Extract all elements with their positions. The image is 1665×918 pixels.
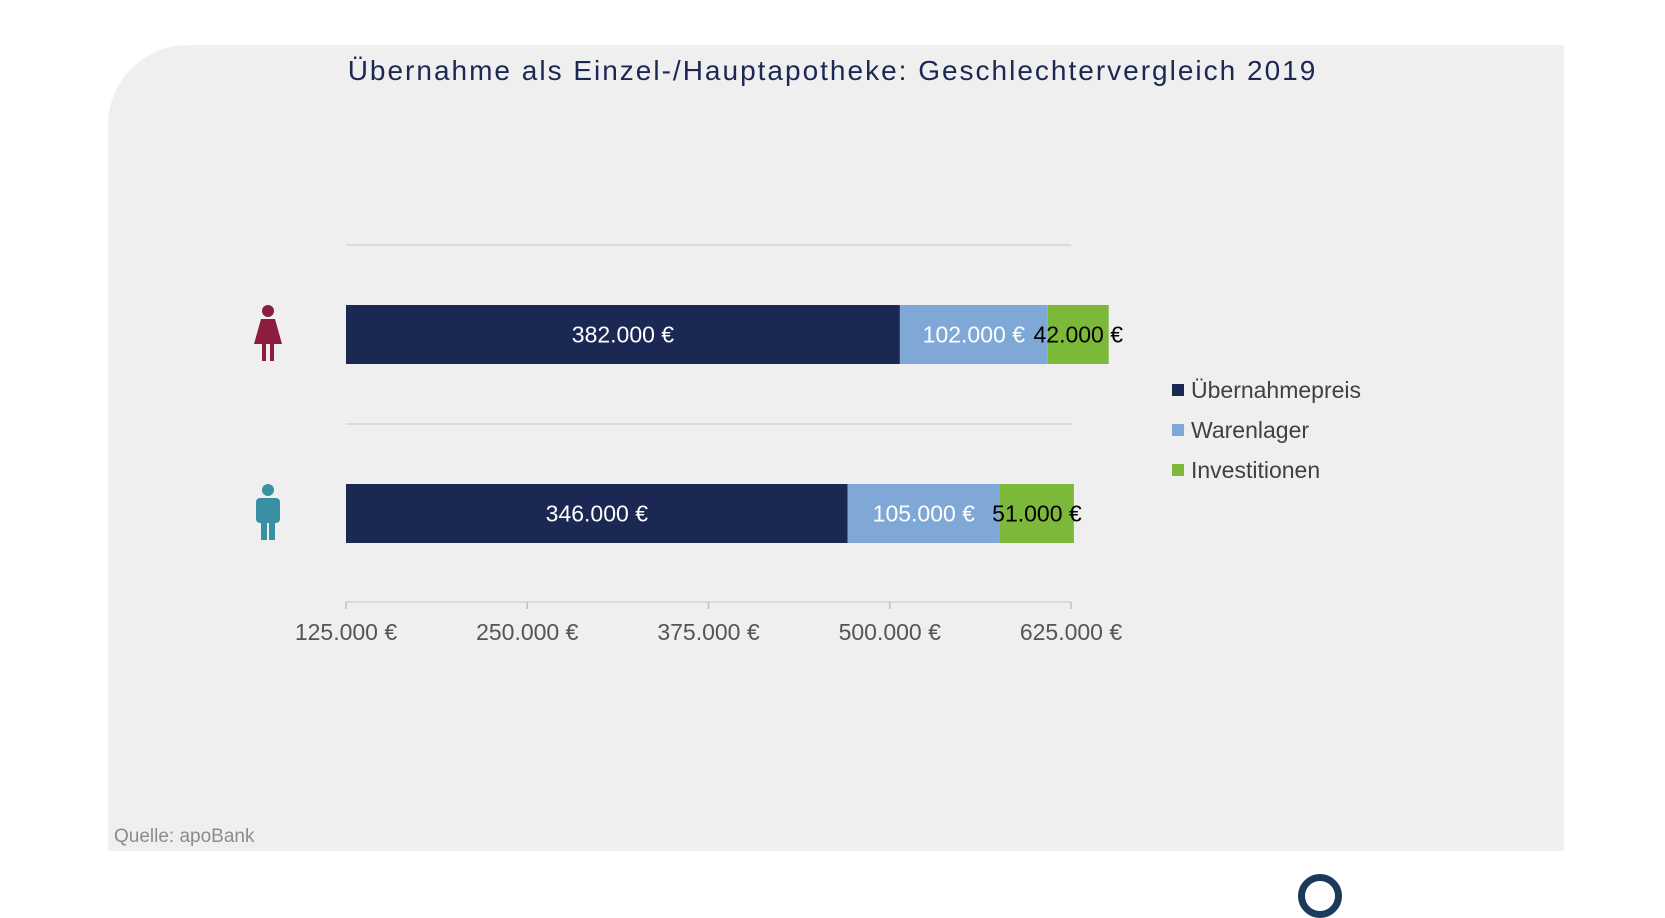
legend-label: Warenlager [1191,416,1310,443]
bar-segment [999,484,1074,543]
data-label: 42.000 € [1033,322,1123,348]
source-note: Quelle: apoBank [114,826,255,847]
legend-item: Übernahmepreis [1172,370,1361,410]
x-tick-label: 250.000 € [476,619,579,645]
data-label: 105.000 € [873,501,976,527]
bar-segment [346,305,900,364]
female-icon [254,305,282,361]
data-label: 102.000 € [923,322,1026,348]
legend-label: Übernahmepreis [1191,376,1362,403]
bar-segment [1047,305,1109,364]
legend-swatch [1172,384,1184,396]
x-tick-label: 125.000 € [295,619,398,645]
chart-plot: 125.000 € 250.000 € 375.000 € 500.000 € 625.… [254,244,1123,645]
x-tick-label: 625.000 € [1020,619,1123,645]
data-label: 346.000 € [546,501,649,527]
bar-segment [847,484,1000,543]
data-label: 51.000 € [992,501,1082,527]
data-label: 382.000 € [572,322,675,348]
chart-panel [108,45,1564,851]
x-tick-label: 500.000 € [839,619,942,645]
x-tick-label: 375.000 € [657,619,760,645]
male-icon [256,484,280,540]
logo-mark [1298,874,1342,918]
chart-title: Übernahme als Einzel-/Hauptapotheke: Ges… [347,55,1318,86]
bar-segment [899,305,1048,364]
legend-swatch [1172,464,1184,476]
legend-item: Investitionen [1172,450,1361,490]
legend-swatch [1172,424,1184,436]
legend-item: Warenlager [1172,410,1361,450]
legend-label: Investitionen [1191,456,1321,483]
chart-legend: Übernahmepreis Warenlager Investitionen [1172,370,1361,490]
bar-segment [346,484,848,543]
